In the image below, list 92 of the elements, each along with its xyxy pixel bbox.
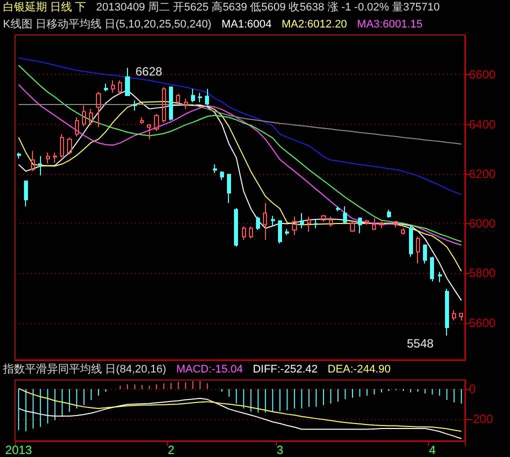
candlestick: [154, 113, 159, 132]
y-tick-label: 6000: [469, 216, 496, 231]
candlestick: [176, 93, 180, 104]
candlestick: [263, 202, 267, 240]
y-tick-label: 6400: [469, 117, 496, 132]
line-series: [18, 388, 462, 432]
candlestick: [104, 83, 108, 92]
candlestick: [445, 288, 449, 336]
candlestick: [38, 156, 42, 176]
line-series: [18, 57, 462, 196]
candlestick: [430, 256, 434, 282]
candlestick: [75, 116, 79, 137]
y-tick-label: 5600: [469, 316, 496, 330]
candlestick: [169, 86, 173, 122]
candlestick: [140, 116, 144, 125]
candlestick: [329, 216, 333, 228]
candlestick: [220, 170, 224, 181]
candlestick: [213, 164, 217, 174]
candlestick: [242, 226, 246, 240]
candlestick: [227, 174, 231, 204]
candlestick: [271, 215, 275, 228]
line-series: [18, 398, 462, 440]
candlestick: [184, 98, 188, 110]
candlestick: [191, 88, 195, 103]
candlestick: [111, 80, 115, 94]
x-tick-label: 3: [276, 443, 284, 457]
candlestick: [198, 92, 202, 103]
candlestick: [67, 136, 72, 155]
candlestick: [394, 221, 398, 228]
candlestick: [133, 100, 137, 112]
text: DEA:-244.90: [328, 364, 391, 376]
candlestick: [162, 86, 166, 123]
text: MA1:6004: [221, 18, 272, 30]
x-tick-label: 2013: [5, 443, 32, 457]
candlestick: [307, 216, 311, 232]
line-series: [18, 100, 462, 272]
candlestick: [350, 221, 355, 232]
candlestick: [285, 228, 289, 236]
candlestick: [336, 206, 340, 212]
candlestick: [89, 108, 93, 126]
candlestick: [249, 226, 253, 239]
candlestick: [46, 152, 50, 164]
candlestick: [234, 208, 238, 248]
y-tick-label: 0: [469, 382, 476, 396]
candlestick: [292, 216, 297, 236]
candlestick: [24, 180, 28, 207]
candlestick: [416, 236, 420, 264]
annotation: 6628: [136, 64, 163, 79]
candlestick: [387, 209, 391, 218]
candlestick: [438, 271, 442, 283]
y-tick-label: 6200: [469, 166, 496, 181]
candlestick: [365, 219, 369, 226]
candlestick: [300, 212, 304, 229]
text: DIFF:-252.42: [252, 364, 318, 376]
candlestick: [118, 80, 122, 94]
candlestick: [314, 219, 318, 229]
text: MA2:6012.20: [282, 18, 348, 30]
candlestick: [60, 134, 64, 158]
line-series: [18, 104, 462, 145]
candlestick: [278, 220, 282, 244]
chart-title: 指数平滑异同平均线 日(84,20,16): [2, 362, 166, 376]
x-tick-label: 4: [428, 443, 436, 457]
candlestick: [452, 310, 456, 321]
candlestick: [401, 228, 405, 235]
line-series: [18, 90, 462, 301]
candlestick: [205, 88, 209, 106]
chart-subtitle: 20130409 周二 开5625 高5639 低5609 收5638 涨 -1 -0.02% 量375710: [96, 0, 440, 14]
x-tick-label: 2: [168, 443, 175, 457]
y-tick-label: -200: [469, 412, 494, 426]
candlestick: [409, 226, 413, 258]
candlestick: [256, 216, 260, 230]
candlestick: [459, 312, 463, 322]
chart-title: 白银延期 日线 下: [3, 0, 86, 14]
candlestick: [125, 67, 130, 97]
y-tick-label: 6600: [469, 68, 496, 82]
annotation: 5548: [406, 336, 434, 351]
candlestick: [343, 206, 347, 224]
candlestick: [379, 221, 384, 229]
candlestick: [17, 152, 21, 160]
candlestick: [31, 150, 35, 172]
text: K线图 日移动平均线 日(5,10,20,25,50,240): [3, 18, 212, 30]
candlestick: [423, 244, 427, 264]
y-tick-label: 5800: [469, 266, 496, 280]
text: MA3:6001.15: [357, 18, 422, 30]
candlestick: [147, 124, 151, 140]
series-label: MACD:-15.04: [176, 364, 243, 376]
candlestick: [358, 217, 362, 234]
candlestick: [53, 152, 57, 164]
candlestick: [372, 218, 376, 230]
candlestick: [82, 104, 86, 127]
candlestick: [321, 214, 326, 222]
candlestick: [96, 92, 101, 128]
